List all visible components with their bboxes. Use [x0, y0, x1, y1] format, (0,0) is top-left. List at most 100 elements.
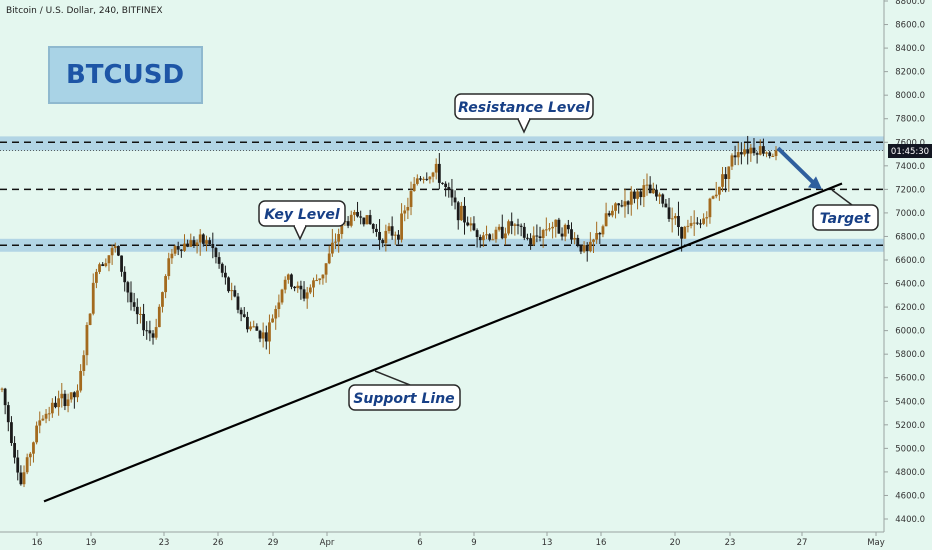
candle-body	[648, 184, 652, 194]
candle-body	[639, 191, 643, 198]
candle-body	[673, 215, 677, 219]
candle-body	[450, 189, 454, 198]
candle-body	[758, 146, 762, 155]
x-tick-label: 29	[268, 538, 279, 548]
candle-body	[651, 189, 655, 194]
candle-body	[610, 210, 614, 216]
candle-body	[312, 280, 315, 288]
candle-body	[63, 393, 67, 407]
candle-body	[255, 326, 259, 331]
y-tick-label: 8800.0	[895, 0, 925, 7]
candle-body	[201, 234, 205, 244]
candle-body	[352, 211, 356, 215]
candle-body	[381, 240, 385, 244]
candle-body	[441, 182, 444, 184]
current-price-tag: 01:45:30	[888, 144, 932, 158]
y-tick-label: 8600.0	[895, 21, 925, 31]
candle-body	[25, 457, 29, 473]
candle-body	[604, 213, 608, 227]
support-line-callout-label: Support Line	[353, 391, 454, 407]
candle-body	[478, 236, 482, 241]
candle-body	[154, 327, 158, 338]
candle-body	[76, 390, 79, 398]
candle-body	[110, 248, 114, 256]
candle-body	[544, 229, 548, 231]
candle-body	[302, 289, 306, 299]
candle-body	[107, 255, 111, 264]
candle-body	[617, 203, 621, 206]
candle-body	[356, 211, 359, 217]
candle-body	[463, 205, 466, 223]
x-tick-label: Apr	[320, 538, 335, 548]
candle-body	[91, 282, 95, 314]
candle-body	[13, 443, 16, 458]
candle-body	[47, 413, 51, 415]
candle-body	[585, 245, 589, 252]
candle-body	[337, 234, 341, 242]
candle-body	[280, 289, 284, 303]
candle-body	[620, 205, 624, 207]
y-tick-label: 4800.0	[895, 468, 925, 478]
candle-body	[192, 240, 196, 246]
x-tick-label: 16	[32, 538, 43, 548]
candle-body	[677, 215, 680, 228]
candle-body	[44, 413, 48, 419]
candle-body	[135, 306, 139, 315]
candle-body	[645, 184, 649, 186]
candle-body	[755, 153, 759, 155]
candle-body	[390, 226, 394, 236]
x-tick-label: 23	[159, 538, 170, 548]
candle-body	[183, 243, 186, 251]
x-tick-label: 19	[86, 538, 97, 548]
candle-body	[186, 243, 190, 247]
candle-body	[456, 202, 460, 221]
candle-body	[349, 214, 353, 226]
candle-body	[293, 286, 297, 289]
candle-body	[368, 215, 372, 224]
candle-body	[736, 152, 740, 158]
y-tick-label: 7800.0	[895, 115, 925, 125]
candle-body	[472, 223, 476, 231]
projection-arrow-group	[776, 146, 822, 190]
candle-body	[595, 233, 599, 240]
candle-body	[129, 292, 133, 303]
candle-body	[101, 264, 105, 267]
candle-body	[768, 152, 772, 157]
candle-body	[54, 402, 57, 408]
candle-body	[771, 156, 775, 158]
candle-body	[387, 226, 391, 231]
candle-body	[592, 239, 595, 242]
key-level-callout-label: Key Level	[264, 207, 340, 223]
y-tick-label: 4400.0	[895, 515, 925, 525]
candle-body	[582, 245, 586, 252]
candle-body	[481, 235, 485, 241]
candle-body	[286, 274, 290, 280]
candle-body	[655, 189, 658, 197]
y-tick-label: 6600.0	[895, 256, 925, 266]
candle-body	[139, 313, 142, 315]
support-line	[43, 182, 843, 503]
candle-body	[447, 187, 451, 190]
candle-body	[60, 393, 64, 399]
candle-body	[658, 194, 661, 197]
candle-body	[724, 174, 728, 179]
candle-body	[268, 322, 271, 342]
x-tick-label: 16	[596, 538, 607, 548]
key-level-zone	[0, 238, 884, 252]
candle-body	[28, 453, 32, 458]
candle-body	[57, 398, 61, 408]
candle-body	[730, 155, 734, 167]
candle-body	[541, 230, 545, 239]
candle-body	[548, 228, 551, 230]
candle-body	[538, 236, 542, 239]
y-tick-label: 7600.0	[895, 138, 925, 148]
candle-body	[400, 213, 403, 240]
candle-body	[504, 233, 507, 239]
resistance-callout: Resistance Level	[454, 93, 594, 134]
candle-body	[453, 197, 457, 203]
candle-body	[6, 405, 10, 423]
candle-body	[714, 194, 718, 197]
candle-body	[179, 249, 183, 251]
target-arrow-head	[808, 176, 822, 190]
